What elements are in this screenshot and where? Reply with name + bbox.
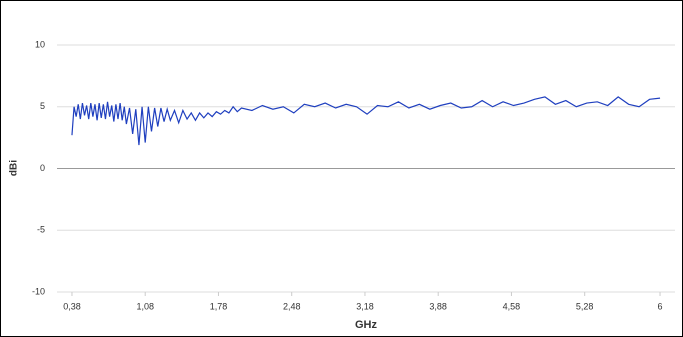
x-tick-label: 0,38 (63, 301, 81, 311)
x-tick-label: 1,08 (136, 301, 154, 311)
x-tick-label: 3,18 (356, 301, 374, 311)
x-tick-label: 1,78 (210, 301, 228, 311)
x-tick-label: 6 (658, 301, 663, 311)
y-tick-label: 5 (40, 101, 45, 111)
x-tick-label: 5,28 (576, 301, 594, 311)
x-tick-label: 2,48 (283, 301, 301, 311)
y-tick-label: 0 (40, 163, 45, 173)
series-line (71, 96, 661, 146)
y-tick-label: 10 (35, 39, 45, 49)
x-tick-label: 3,88 (429, 301, 447, 311)
x-axis-label: GHz (355, 319, 378, 331)
x-tick-label: 4,58 (503, 301, 521, 311)
y-axis-label: dBi (9, 160, 20, 176)
y-tick-label: -10 (32, 286, 45, 296)
y-tick-label: -5 (37, 225, 45, 235)
